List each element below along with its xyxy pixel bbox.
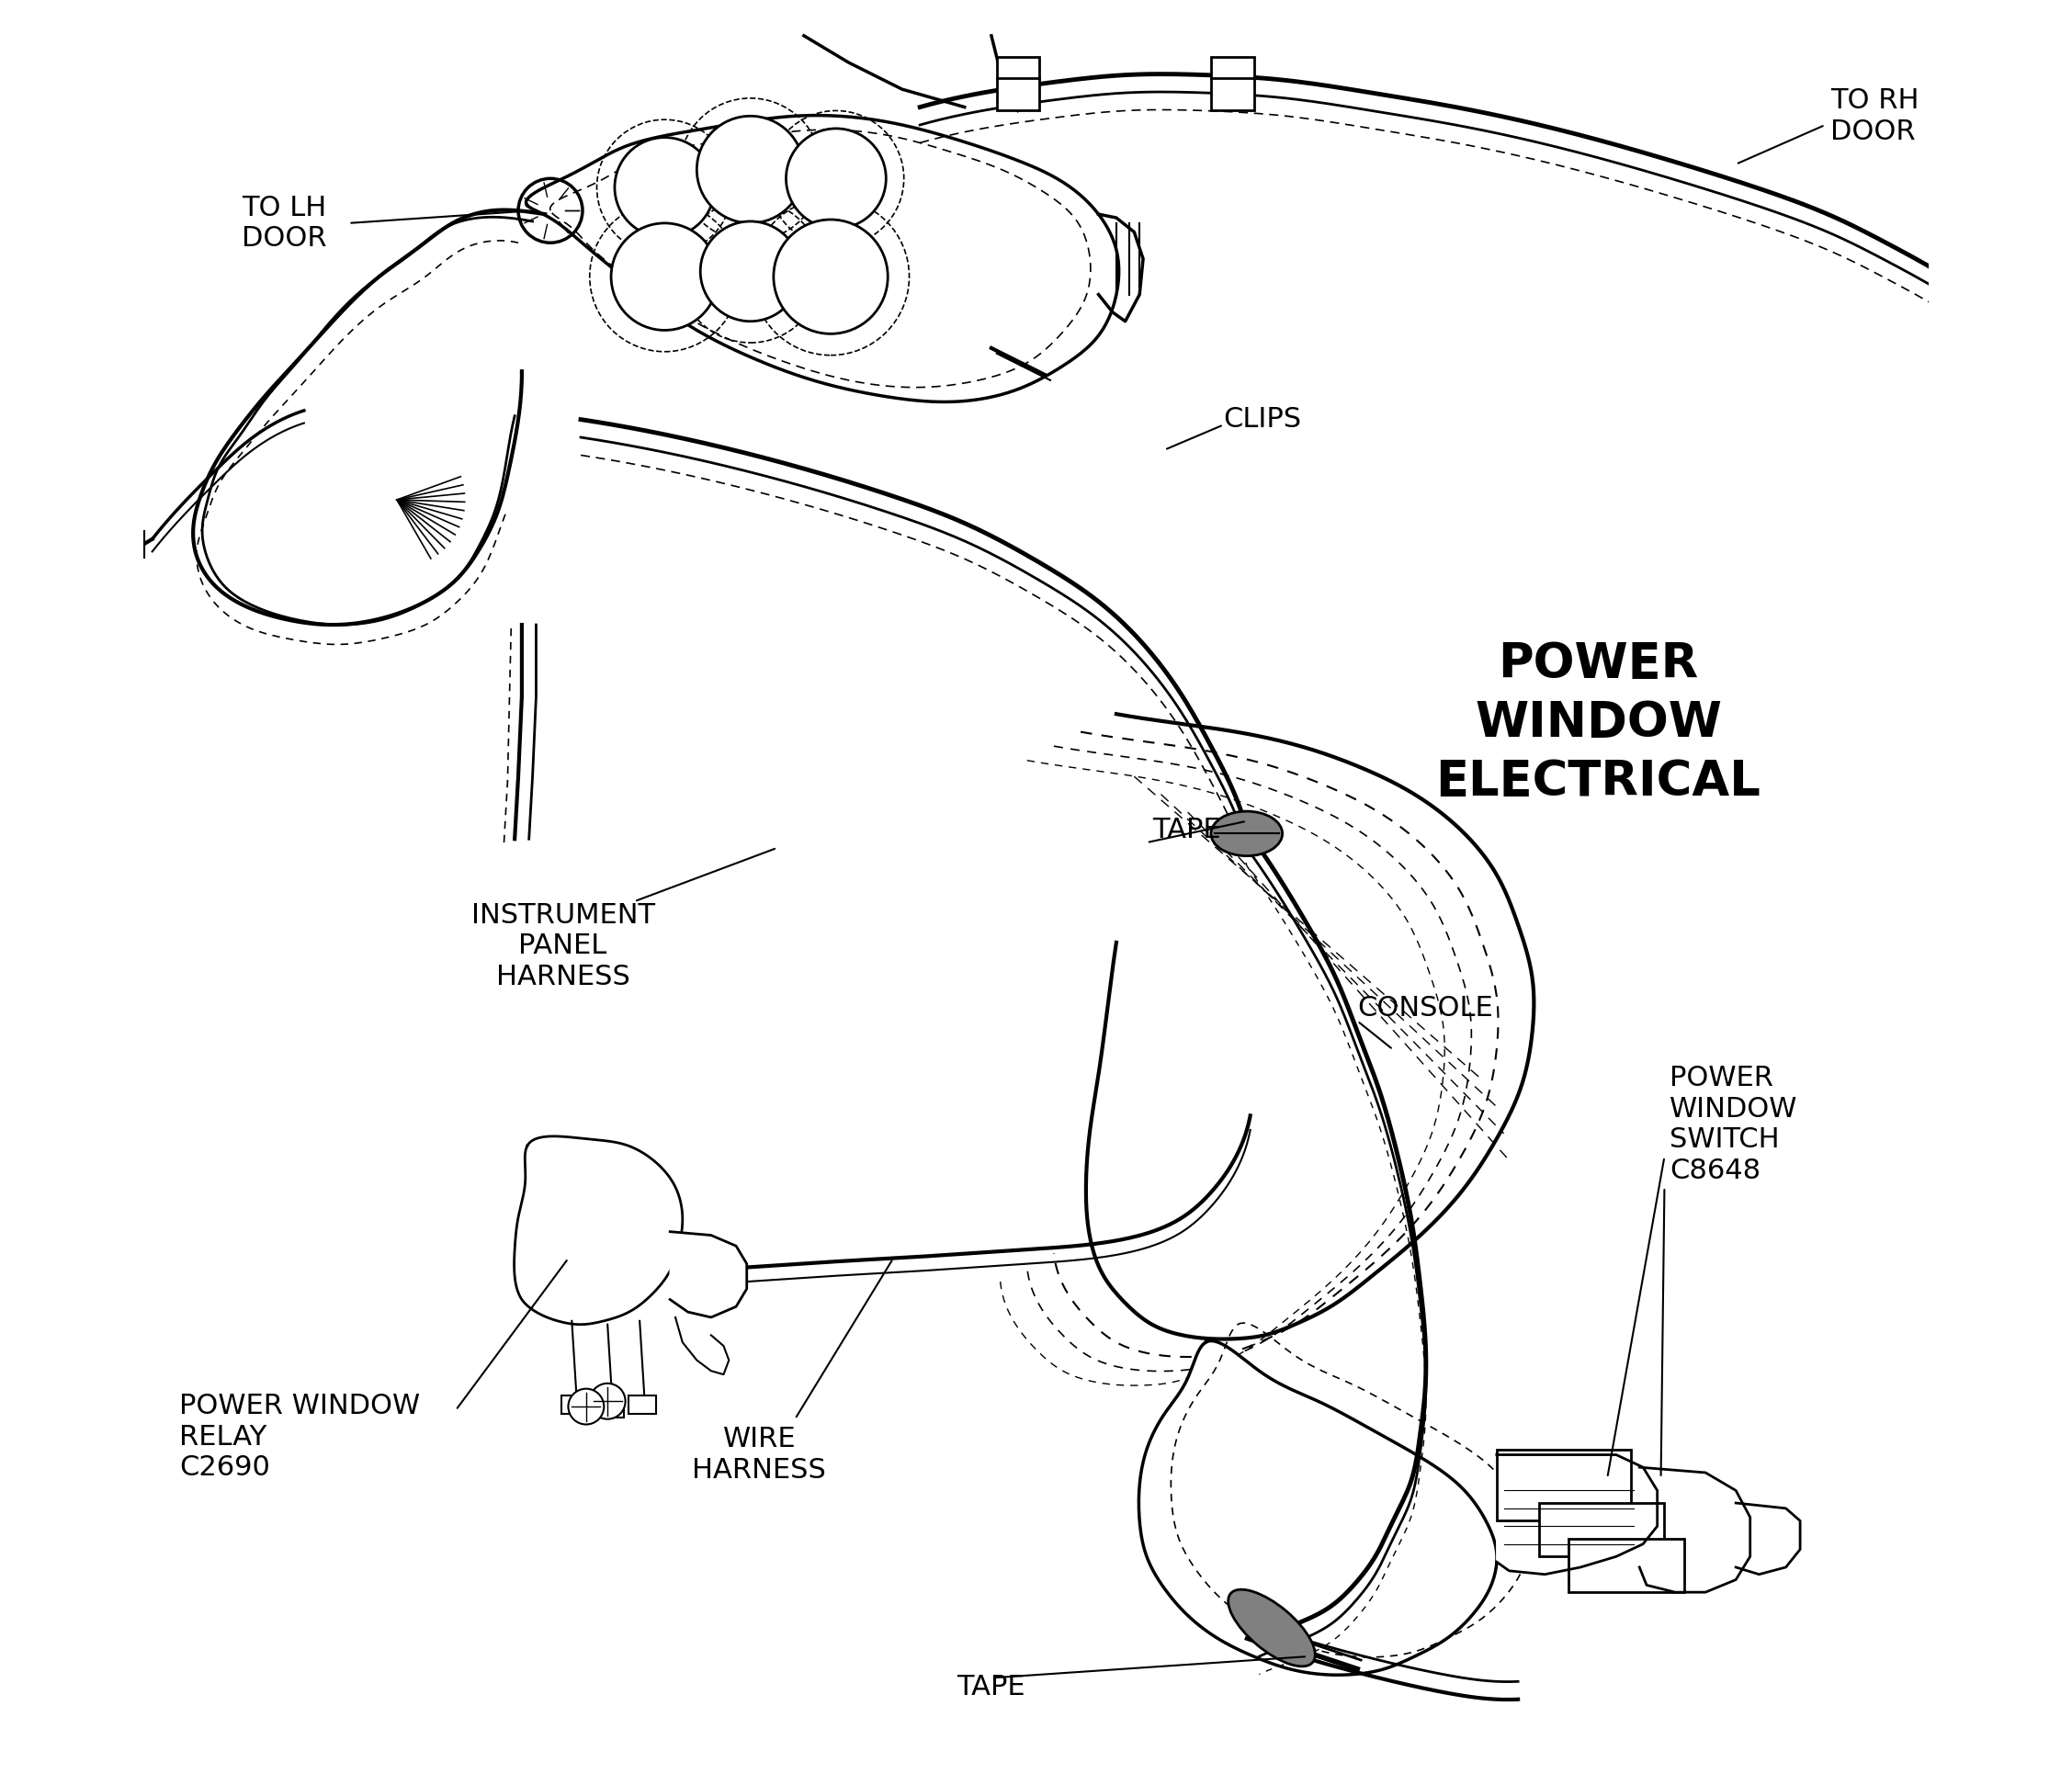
Bar [597,1399,624,1417]
Text: WIRE
HARNESS: WIRE HARNESS [692,1426,827,1483]
Bar [562,1396,588,1414]
Circle shape [773,220,887,334]
Polygon shape [675,1317,729,1374]
Circle shape [591,1383,626,1419]
Circle shape [785,129,887,228]
Text: POWER
WINDOW
ELECTRICAL: POWER WINDOW ELECTRICAL [1436,641,1761,805]
Bar [630,1396,655,1414]
Circle shape [700,221,800,321]
Circle shape [611,223,719,330]
Text: CONSOLE: CONSOLE [1357,996,1494,1021]
Ellipse shape [1229,1589,1316,1667]
Circle shape [568,1389,603,1424]
Polygon shape [1639,1467,1751,1592]
Bar [1496,1449,1631,1521]
Polygon shape [526,116,1119,402]
Polygon shape [514,1137,682,1324]
Text: POWER
WINDOW
SWITCH
C8648: POWER WINDOW SWITCH C8648 [1670,1066,1798,1183]
Bar [1539,1503,1664,1557]
Polygon shape [1140,1341,1496,1674]
Polygon shape [1496,1455,1658,1574]
Text: TAPE: TAPE [1152,818,1220,843]
Text: POWER WINDOW
RELAY
C2690: POWER WINDOW RELAY C2690 [178,1392,421,1482]
Ellipse shape [1210,810,1283,855]
Circle shape [696,116,804,223]
Polygon shape [1736,1503,1801,1574]
Bar [1210,57,1254,111]
Polygon shape [1086,714,1533,1339]
Bar [1569,1539,1685,1592]
Bar [997,57,1040,111]
Text: TAPE: TAPE [957,1674,1026,1699]
Text: INSTRUMENT
PANEL
HARNESS: INSTRUMENT PANEL HARNESS [470,901,655,991]
Circle shape [615,137,715,237]
Text: TO RH
DOOR: TO RH DOOR [1830,87,1919,145]
Text: CLIPS: CLIPS [1222,407,1301,432]
Polygon shape [669,1232,746,1317]
Text: TO LH
DOOR: TO LH DOOR [242,195,327,252]
